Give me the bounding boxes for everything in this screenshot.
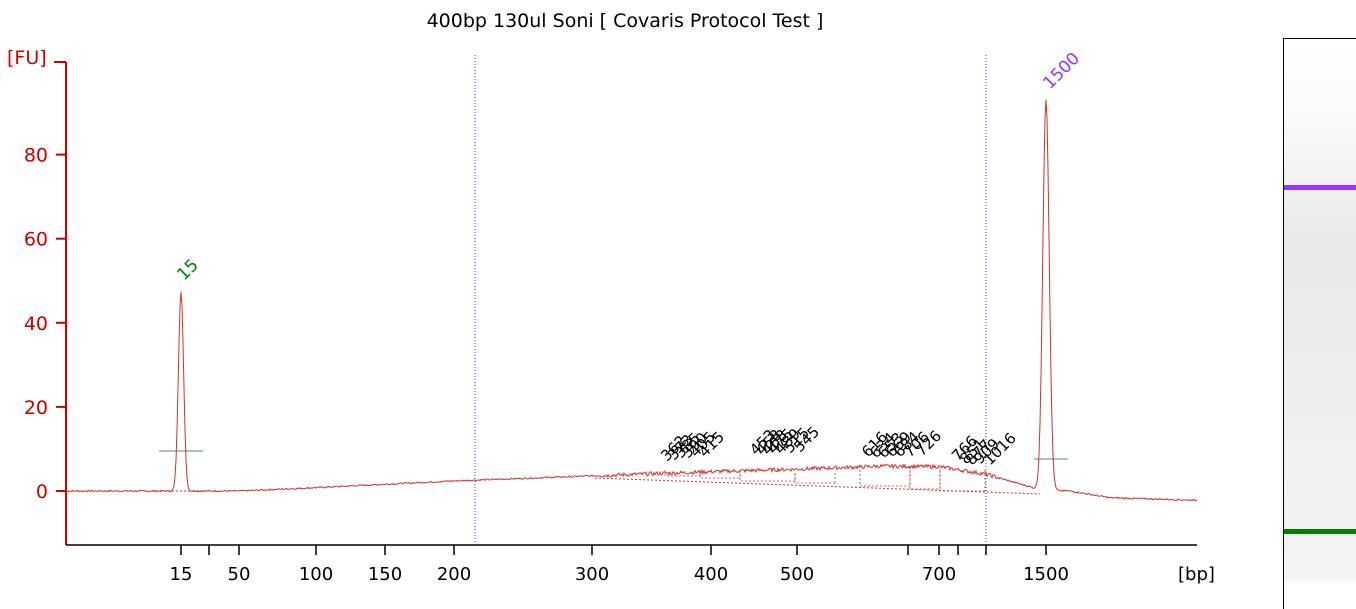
x-tick-label: 15 bbox=[170, 564, 193, 585]
chart-axes: 0 20 40 60 80 15 50 100 150 200 300 400 500 700 1500 bbox=[24, 61, 1197, 585]
electropherogram-chart: 400bp 130ul Soni [ Covaris Protocol Test… bbox=[7, 10, 1215, 585]
x-tick-label: 300 bbox=[575, 564, 609, 585]
x-tick-label: 700 bbox=[922, 564, 956, 585]
fragment-box bbox=[699, 471, 741, 479]
y-tick-label: 80 bbox=[24, 145, 48, 167]
x-tick-label: 100 bbox=[299, 564, 333, 585]
marker-peak-label: 15 bbox=[173, 255, 202, 284]
peak-labels: 15 1500 bbox=[173, 49, 1084, 285]
trace-group bbox=[65, 99, 1198, 502]
fragment-box bbox=[859, 466, 911, 487]
chart-title: 400bp 130ul Soni [ Covaris Protocol Test… bbox=[427, 10, 824, 32]
y-tick-label: 20 bbox=[24, 397, 48, 419]
y-tick-label: 0 bbox=[36, 481, 48, 503]
marker-peak-label: 1500 bbox=[1039, 49, 1084, 94]
fragment-size-label: 1016 bbox=[980, 429, 1020, 469]
y-tick-label: 60 bbox=[24, 229, 48, 251]
gel-lane bbox=[1283, 38, 1356, 609]
x-tick-label: 1500 bbox=[1023, 564, 1069, 585]
fragment-box bbox=[939, 470, 986, 492]
x-tick-label: 50 bbox=[228, 564, 251, 585]
fragment-box bbox=[794, 473, 836, 484]
fragment-box bbox=[739, 474, 796, 482]
gel-band-lower-marker bbox=[1284, 529, 1356, 534]
x-tick-label: 200 bbox=[437, 564, 471, 585]
x-tick-label: 400 bbox=[694, 564, 728, 585]
peak-baselines bbox=[159, 450, 1068, 492]
trace-line bbox=[65, 99, 1198, 502]
region-lines bbox=[474, 55, 987, 545]
fragment-box bbox=[909, 467, 941, 490]
y-tick-label: 40 bbox=[24, 313, 48, 335]
trace-baseline bbox=[152, 477, 1041, 495]
x-tick-label: 150 bbox=[368, 564, 402, 585]
x-tick-label: 500 bbox=[780, 564, 814, 585]
gel-band-upper-marker bbox=[1284, 185, 1356, 190]
y-axis-label: [FU] bbox=[7, 47, 47, 69]
x-axis-label: [bp] bbox=[1178, 564, 1215, 585]
